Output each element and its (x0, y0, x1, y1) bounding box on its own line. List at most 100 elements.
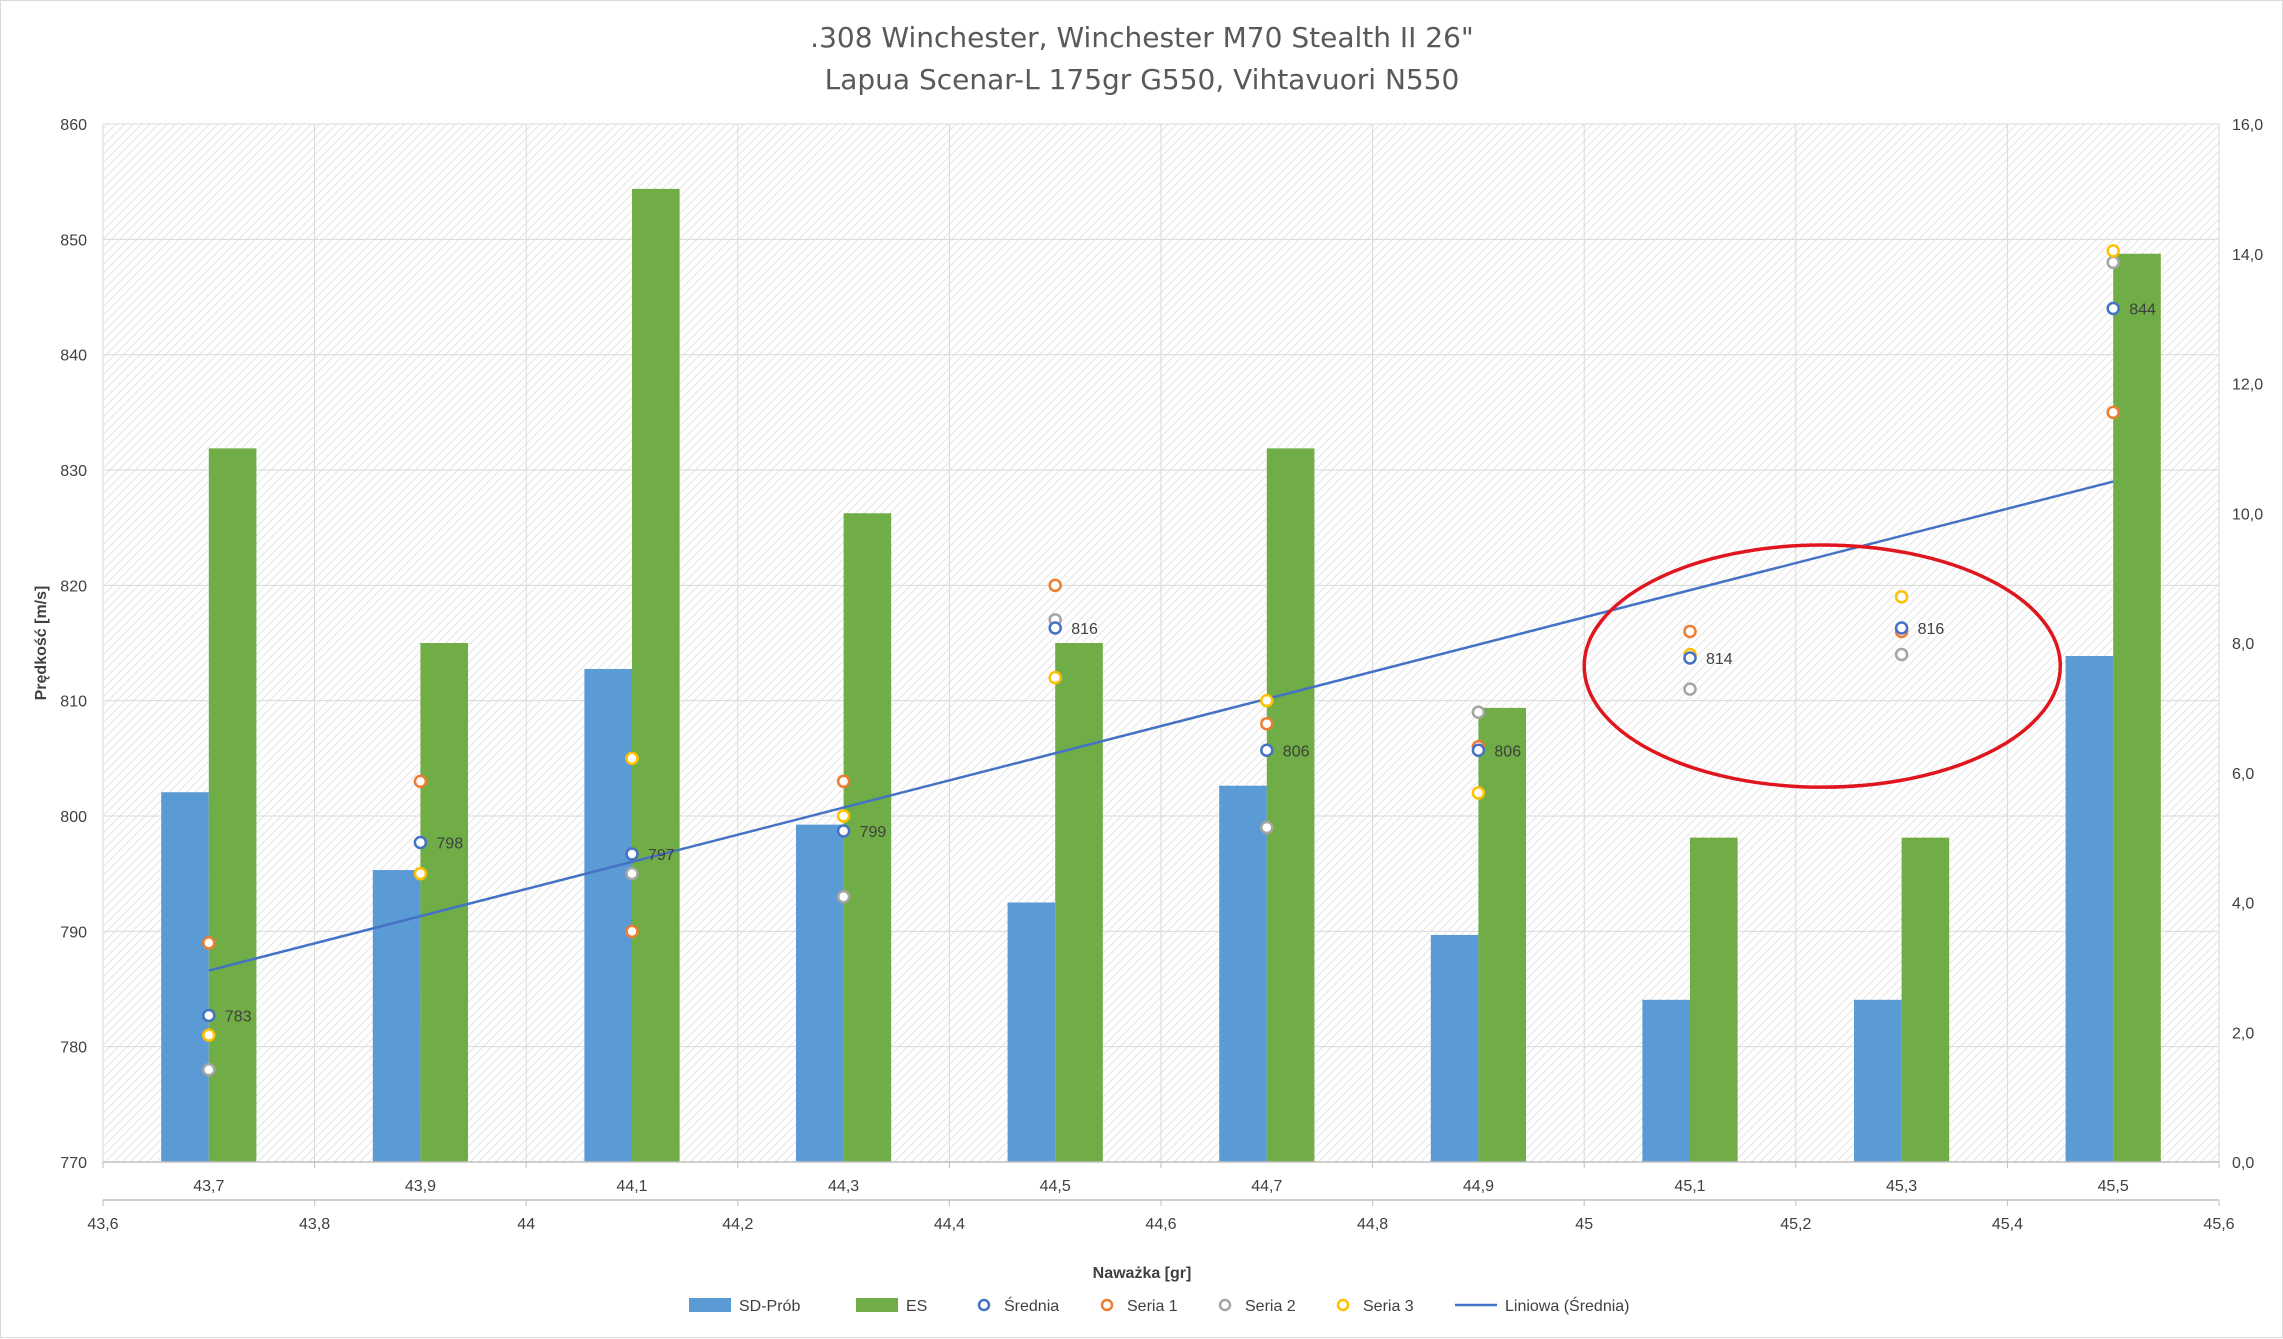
srednia-point (413, 835, 428, 850)
sd-bar (161, 792, 209, 1162)
seria-2-point (1471, 705, 1486, 719)
seria-1-point (1683, 624, 1697, 639)
secondary-x-tick-label: 44 (517, 1216, 535, 1233)
axes: 770 780 790 800 810 820 830 840 850 860 0,0 2,0 4,0 6… (60, 117, 2263, 1233)
sd-bar (795, 824, 844, 1162)
srednia-data-label: 783 (225, 1009, 252, 1026)
data-labels: 783 798 797 799 816 806 806 814 816 844 (225, 302, 2156, 1026)
seria-3-point (625, 751, 639, 766)
legend: SD-Prób ES Średnia Seria 1 Seria 2 Seria 3 Lin… (689, 1296, 1630, 1315)
sd-bar (1219, 785, 1267, 1162)
sd-bar (1007, 902, 1056, 1162)
sd-bar (2065, 655, 2114, 1162)
y-tick-label: 780 (60, 1040, 87, 1057)
es-bar (1690, 837, 1738, 1162)
srednia-data-label: 844 (2129, 302, 2156, 319)
seria-1-point (836, 774, 851, 789)
seria-1-point (202, 936, 216, 950)
y-axis-title: Prędkość [m/s] (33, 586, 50, 701)
srednia-data-label: 814 (1706, 651, 1733, 668)
legend-swatch-point (977, 1298, 991, 1312)
legend-label: ES (906, 1298, 927, 1315)
seria-3-point (1260, 693, 1274, 708)
x-tick-label: 43,7 (193, 1178, 224, 1195)
y-tick-label: 860 (60, 117, 87, 134)
legend-label: Seria 2 (1245, 1298, 1296, 1315)
legend-swatch-point (1100, 1298, 1114, 1312)
secondary-x-tick-label: 45,6 (2203, 1216, 2234, 1233)
secondary-x-tick-label: 45,2 (1780, 1216, 1811, 1233)
srednia-point (836, 824, 851, 838)
sd-bar (584, 668, 632, 1162)
x-tick-label: 44,3 (828, 1178, 859, 1195)
es-bar (1478, 707, 1527, 1162)
legend-label: Seria 1 (1127, 1298, 1178, 1315)
es-bar (1055, 643, 1103, 1162)
legend-label: Liniowa (Średnia) (1505, 1296, 1630, 1315)
es-bar (1901, 837, 1950, 1162)
legend-label: SD-Prób (739, 1298, 800, 1315)
seria-3-point (1471, 786, 1486, 800)
x-tick-label: 44,5 (1040, 1178, 1071, 1195)
seria-3-point (836, 809, 851, 823)
y-tick-label: 840 (60, 348, 87, 365)
y2-tick-label: 14,0 (2232, 247, 2263, 264)
seria-2-point (625, 866, 639, 881)
secondary-x-tick-label: 44,6 (1145, 1216, 1176, 1233)
sd-bar (1853, 999, 1902, 1162)
seria-3-point (202, 1028, 216, 1042)
y2-tick-label: 2,0 (2232, 1025, 2254, 1042)
seria-1-point (2106, 405, 2120, 420)
y-tick-label: 810 (60, 694, 87, 711)
seria-3-point (1048, 670, 1062, 685)
trendline (208, 480, 2114, 972)
es-bar (1266, 448, 1315, 1162)
srednia-data-label: 799 (860, 824, 887, 841)
seria-2-point (202, 1062, 216, 1077)
y2-tick-label: 10,0 (2232, 506, 2263, 523)
es-bar (208, 448, 257, 1162)
seria-2-point (2106, 255, 2120, 270)
x-axis-title: Naważka [gr] (1093, 1265, 1192, 1282)
x-tick-label: 43,9 (405, 1178, 436, 1195)
y-tick-label: 820 (60, 578, 87, 595)
y-tick-label: 790 (60, 924, 87, 941)
y2-tick-label: 6,0 (2232, 766, 2254, 783)
legend-swatch-bar (689, 1298, 731, 1312)
y2-tick-label: 12,0 (2232, 377, 2263, 394)
srednia-point (625, 847, 639, 861)
highlight-ellipse (1582, 543, 2063, 789)
srednia-data-label: 806 (1283, 743, 1310, 760)
secondary-x-tick-label: 45,4 (1992, 1216, 2023, 1233)
es-bar (420, 643, 469, 1162)
srednia-point (1048, 621, 1062, 635)
y2-tick-label: 4,0 (2232, 896, 2254, 913)
y2-tick-label: 8,0 (2232, 636, 2254, 653)
trendline-layer (208, 480, 2114, 972)
legend-swatch-point (1336, 1298, 1350, 1312)
sd-bar (1430, 934, 1479, 1162)
x-tick-label: 45,5 (2098, 1178, 2129, 1195)
srednia-point (1260, 743, 1274, 758)
es-bar (632, 188, 680, 1162)
y-tick-label: 800 (60, 809, 87, 826)
seria-1-point (625, 924, 639, 939)
secondary-x-tick-label: 43,8 (299, 1216, 330, 1233)
bars (161, 188, 2161, 1162)
seria-2-point (1260, 820, 1274, 835)
srednia-point (1894, 621, 1909, 635)
srednia-data-label: 806 (1494, 743, 1521, 760)
y-tick-label: 830 (60, 463, 87, 480)
y-tick-label: 770 (60, 1155, 87, 1172)
x-tick-label: 45,3 (1886, 1178, 1917, 1195)
chart-subtitle: Lapua Scenar-L 175gr G550, Vihtavuori N5… (825, 63, 1460, 96)
y2-tick-label: 0,0 (2232, 1155, 2254, 1172)
x-tick-label: 44,1 (616, 1178, 647, 1195)
srednia-point (1683, 651, 1697, 665)
legend-label: Średnia (1004, 1296, 1059, 1315)
seria-1-point (1048, 578, 1062, 593)
seria-2-point (836, 889, 851, 904)
y-tick-label: 850 (60, 232, 87, 249)
